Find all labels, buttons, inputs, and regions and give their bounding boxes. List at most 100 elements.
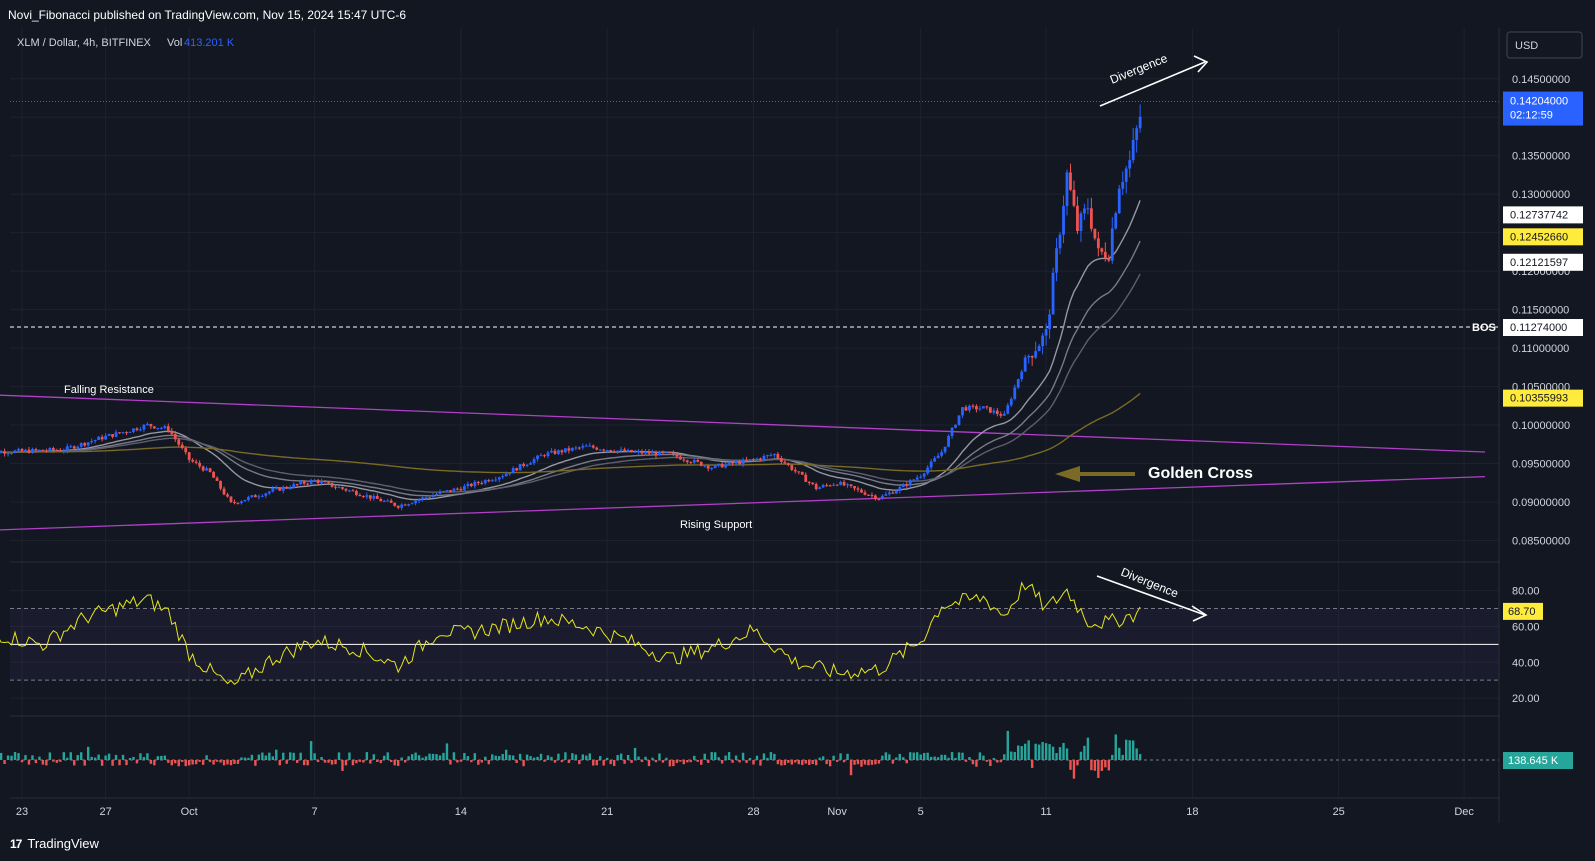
candle-body [34, 448, 38, 451]
candle-body [320, 481, 323, 484]
candle-body [368, 495, 372, 499]
rsi-tick-label: 80.00 [1512, 586, 1540, 598]
volume-bar [961, 752, 964, 760]
candle-body [83, 443, 87, 446]
time-tick-label: 7 [312, 806, 318, 818]
current-price-value: 0.14204000 [1510, 96, 1568, 108]
candle-body [644, 451, 647, 454]
candle-body [511, 468, 515, 474]
volume-bar [201, 760, 205, 765]
candle-body [546, 452, 550, 457]
price-tag-value: 0.11274000 [1510, 322, 1567, 334]
candle-body [152, 426, 156, 429]
volume-bar [17, 753, 20, 760]
rising-support-label: Rising Support [680, 519, 752, 531]
volume-bar [508, 754, 511, 760]
volume-bar [438, 755, 442, 760]
candle-body [236, 502, 240, 504]
currency-button[interactable] [1506, 31, 1583, 59]
candle-body [1016, 379, 1020, 388]
candle-body [1131, 139, 1135, 161]
candle-body [121, 432, 125, 434]
candle-body [13, 450, 17, 453]
volume-bar [919, 754, 922, 760]
candle-body [637, 451, 640, 453]
candle-body [222, 488, 226, 495]
candle-body [532, 459, 536, 464]
volume-bar [686, 760, 689, 763]
volume-bar [219, 760, 222, 763]
rsi-tick-label: 60.00 [1512, 621, 1540, 633]
candle-body [926, 467, 930, 474]
price-tick-label: 0.08500000 [1512, 535, 1570, 547]
candle-body [598, 449, 602, 451]
volume-bar [546, 755, 550, 760]
candle-body [874, 495, 877, 500]
candle-body [950, 427, 954, 437]
candle-body [229, 496, 233, 503]
volume-bar [445, 743, 449, 760]
candle-body [132, 428, 135, 432]
candle-body [351, 490, 355, 492]
volume-bar [362, 760, 365, 763]
candle-body [853, 485, 856, 489]
volume-bar [700, 760, 703, 765]
candle-body [194, 461, 198, 463]
candle-body [201, 466, 205, 471]
volume-bar [612, 760, 616, 767]
candle-body [159, 427, 163, 429]
volume-bar [1065, 748, 1069, 760]
candle-body [487, 480, 491, 482]
price-tick-label: 0.11500000 [1512, 305, 1569, 317]
candle-body [17, 448, 20, 451]
volume-bar [518, 753, 522, 760]
volume-bar [100, 760, 104, 766]
candle-body [428, 497, 431, 499]
candle-body [999, 413, 1003, 416]
candle-body [762, 455, 766, 460]
candle-body [1037, 346, 1041, 352]
volume-bar [825, 760, 828, 765]
candle-body [292, 484, 296, 488]
volume-bar [431, 753, 435, 760]
volume-bar [640, 760, 644, 763]
time-axis[interactable]: 23 27 Oct 7 14 21 28 Nov 5 11 18 25 Dec [16, 806, 1475, 818]
volume-bar [898, 753, 901, 760]
volume-bar [0, 752, 3, 760]
candle-body [1124, 168, 1128, 182]
volume-bar [313, 753, 316, 760]
candle-body [393, 502, 397, 506]
volume-bar [212, 760, 215, 765]
trendlines: Falling Resistance Rising Support [0, 384, 1486, 531]
bos-label: BOS [1472, 322, 1496, 334]
volume-legend-value: 413.201 K [184, 37, 235, 49]
volume-bar [1086, 737, 1090, 760]
candle-body [476, 481, 480, 484]
divergence-arrow-rsi [1096, 575, 1206, 616]
candle-body [1107, 258, 1111, 261]
candle-body [344, 488, 348, 491]
candle-body [720, 463, 724, 468]
volume-bar [801, 760, 804, 766]
volume-bar [609, 760, 612, 765]
volume-tag [1503, 752, 1573, 769]
candle-body [330, 482, 334, 487]
candle-body [877, 499, 881, 501]
candle-body [880, 495, 884, 500]
candle-body [250, 495, 254, 497]
candle-body [48, 448, 52, 451]
candle-body [1065, 172, 1069, 207]
candle-body [954, 424, 957, 428]
candle-body [260, 495, 264, 497]
candle-body [898, 487, 902, 491]
ema-20-line [0, 200, 1141, 501]
volume-bar [651, 757, 654, 760]
volume-bar [302, 760, 306, 766]
candle-body [863, 492, 867, 495]
volume-bar [933, 756, 936, 760]
volume-bar [1051, 746, 1055, 760]
candle-body [309, 480, 313, 484]
candle-body [961, 407, 964, 416]
candle-body [1138, 116, 1142, 129]
